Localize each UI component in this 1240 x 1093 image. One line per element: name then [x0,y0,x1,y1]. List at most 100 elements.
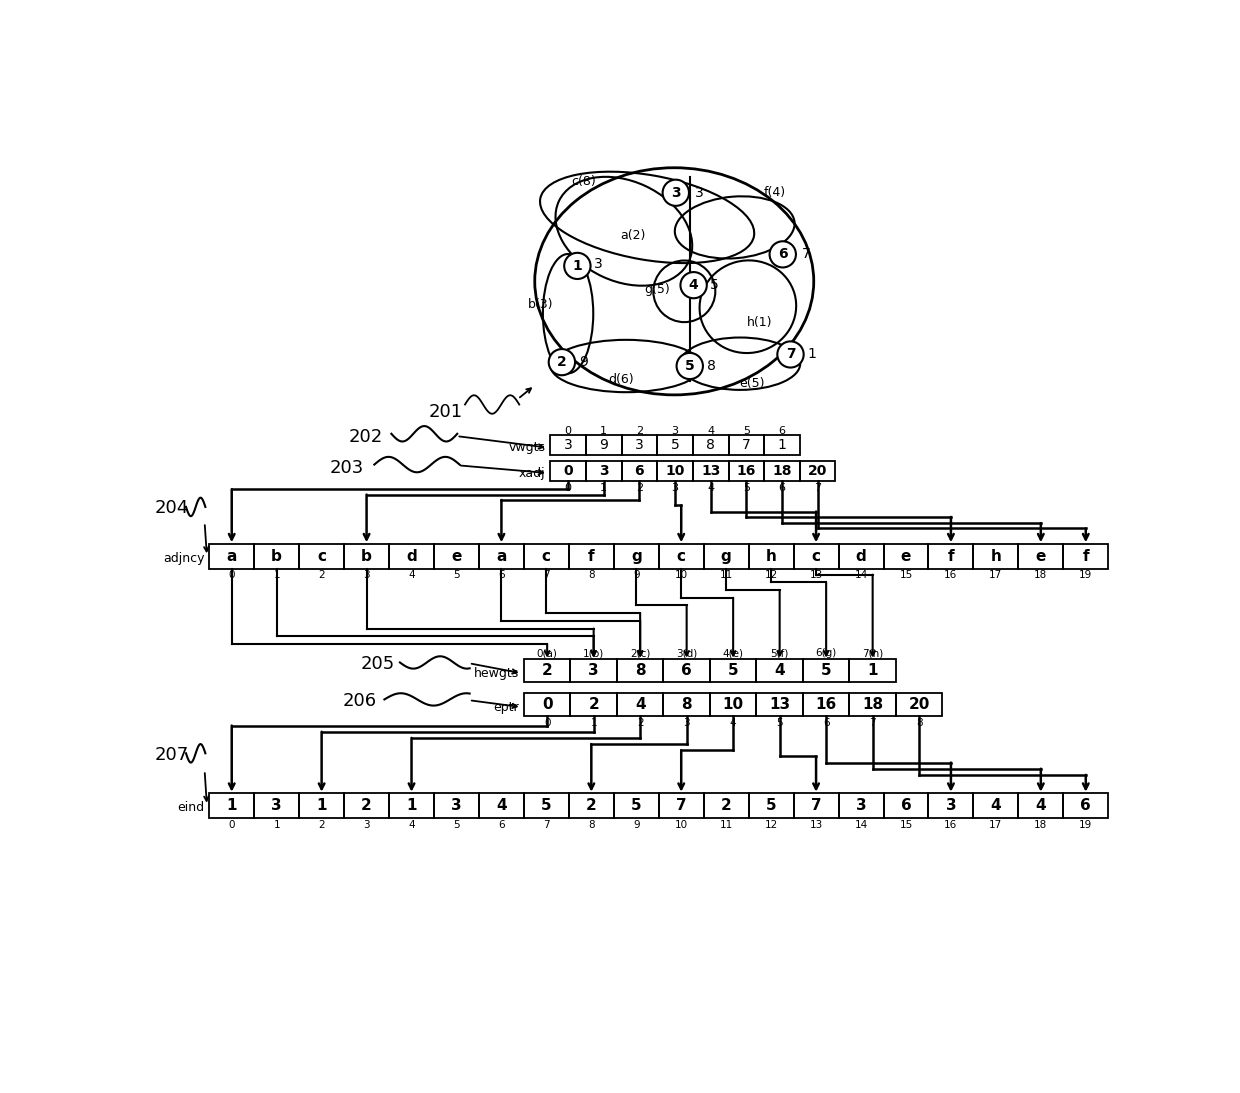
Bar [618,659,663,682]
Text: 5: 5 [711,278,719,292]
Text: 1(b): 1(b) [583,648,604,658]
Text: 20: 20 [909,697,930,713]
Text: 0: 0 [564,425,572,436]
Text: b(3): b(3) [527,298,553,310]
Text: 0(a): 0(a) [537,648,558,658]
Bar [434,544,479,568]
Text: 6: 6 [777,247,787,261]
Bar [479,544,523,568]
Text: e(5): e(5) [739,377,765,390]
Text: 2: 2 [361,798,372,813]
Bar [756,659,804,682]
Bar [525,794,569,818]
Text: 2: 2 [588,697,599,713]
Text: 6: 6 [823,718,830,728]
Text: 4: 4 [408,820,415,830]
Text: 11: 11 [719,571,733,580]
Text: 4: 4 [408,571,415,580]
Bar [210,544,254,568]
Text: 6: 6 [498,571,505,580]
Text: c(8): c(8) [572,175,596,188]
Text: 202: 202 [348,427,383,446]
Text: 1: 1 [573,259,583,273]
Bar [345,544,389,568]
Bar [838,794,884,818]
Text: 2: 2 [637,718,644,728]
Text: 16: 16 [945,571,957,580]
Bar [1064,544,1109,568]
Text: 20: 20 [808,463,827,478]
Text: c: c [317,549,326,564]
Bar [525,659,570,682]
Text: 1: 1 [407,798,417,813]
Text: 204: 204 [155,500,190,517]
Text: 9: 9 [599,438,608,453]
Bar [663,659,711,682]
Text: 5: 5 [743,483,750,493]
Text: hewgts: hewgts [474,667,520,680]
Bar [709,659,756,682]
Text: 3: 3 [599,463,609,478]
Text: 4: 4 [991,798,1001,813]
Text: 5(f): 5(f) [770,648,789,658]
Bar [973,794,1018,818]
Text: 4: 4 [707,425,714,436]
Text: 18: 18 [1034,820,1048,830]
Text: 2: 2 [557,355,567,369]
Text: a: a [227,549,237,564]
Text: 1: 1 [590,718,596,728]
Text: e: e [900,549,911,564]
Text: 5: 5 [453,571,460,580]
Text: 6: 6 [681,663,692,679]
Bar [299,794,343,818]
Text: 7: 7 [543,571,549,580]
Text: 17: 17 [990,571,1002,580]
Text: 3: 3 [946,798,956,813]
Text: 13: 13 [769,697,790,713]
Bar [749,794,794,818]
Text: 5: 5 [684,359,694,373]
Text: 0: 0 [542,697,553,713]
Text: 7: 7 [801,247,811,261]
Bar [663,693,711,716]
Text: 0: 0 [228,571,234,580]
Text: 203: 203 [330,459,365,477]
Text: 1: 1 [868,663,878,679]
Text: 2: 2 [636,483,642,493]
Bar [525,693,570,716]
Text: 206: 206 [342,692,377,710]
Text: 3: 3 [672,483,678,493]
Text: 3(d): 3(d) [676,648,697,658]
Text: 0: 0 [563,463,573,478]
Bar [254,794,299,818]
Bar [614,794,658,818]
Bar [479,794,523,818]
Bar [1018,794,1063,818]
Text: 3: 3 [683,718,689,728]
Text: 3: 3 [451,798,461,813]
Text: 14: 14 [854,820,868,830]
Bar [704,544,749,568]
Text: 3: 3 [856,798,867,813]
Bar [849,693,895,716]
Circle shape [681,272,707,298]
Text: 8: 8 [635,663,646,679]
Text: 15: 15 [899,571,913,580]
Circle shape [662,179,689,205]
Text: eind: eind [177,801,205,814]
Text: 8: 8 [707,438,715,453]
Text: 5: 5 [743,425,750,436]
Text: 6: 6 [498,820,505,830]
Text: f: f [1083,549,1089,564]
Text: 8: 8 [707,359,715,373]
Bar [729,461,764,481]
Text: 9: 9 [632,571,640,580]
Bar [764,435,800,456]
Text: d(6): d(6) [608,374,634,386]
Text: 4: 4 [496,798,507,813]
Text: eptr: eptr [494,701,520,714]
Text: 13: 13 [810,571,822,580]
Text: 10: 10 [675,820,688,830]
Bar [587,461,621,481]
Bar [614,544,658,568]
